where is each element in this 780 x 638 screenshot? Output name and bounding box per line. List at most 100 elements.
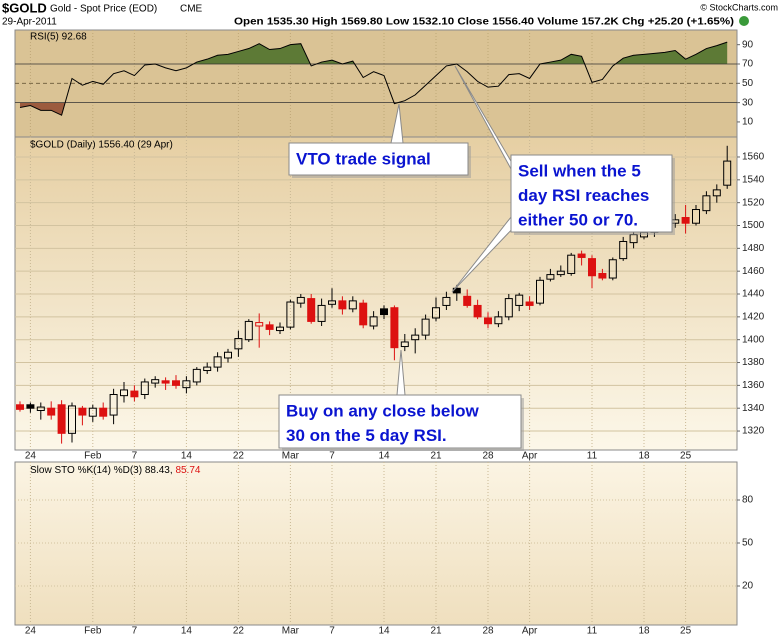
candle-body — [536, 279, 544, 304]
x-tick-label: 24 — [25, 451, 37, 462]
y-tick-label: 1460 — [742, 266, 765, 277]
candle-body — [16, 404, 24, 410]
instrument-name: Gold - Spot Price (EOD) — [50, 4, 157, 15]
sto-title: Slow STO %K(14) %D(3) 88.43, 85.74 — [30, 465, 201, 476]
x-tick-label: 25 — [680, 451, 692, 462]
candle-body — [369, 316, 378, 327]
y-tick-label: 80 — [742, 495, 754, 506]
callout-text: either 50 or 70. — [518, 210, 638, 229]
candle-body — [68, 405, 76, 434]
y-tick-label: 1360 — [742, 380, 765, 391]
candle-body — [692, 209, 700, 224]
price-title: $GOLD (Daily) 1556.40 (29 Apr) — [30, 140, 173, 151]
candle-body — [338, 300, 347, 310]
candle-body — [432, 307, 440, 319]
candle-body — [328, 300, 336, 305]
callout-text: Buy on any close below — [286, 401, 479, 420]
y-tick-label: 70 — [742, 59, 754, 70]
candle-body — [359, 302, 368, 326]
x-tick-label: 7 — [329, 451, 335, 462]
candle-body — [224, 351, 232, 359]
candle-body — [161, 380, 170, 384]
candle-body — [463, 295, 472, 306]
y-tick-label: 50 — [742, 538, 754, 549]
rsi-line — [19, 41, 728, 116]
candle-body — [546, 274, 555, 280]
candle-body — [265, 324, 274, 330]
candle-body — [307, 298, 316, 322]
y-tick-label: 50 — [742, 78, 754, 89]
x-tick-label: 7 — [329, 626, 335, 637]
candle-body — [723, 160, 732, 186]
y-tick-label: 1560 — [742, 152, 765, 163]
sto-d-label: 85.74 — [175, 465, 200, 476]
candle-body — [182, 380, 191, 389]
candle-body — [712, 189, 721, 197]
candle-body — [702, 195, 711, 212]
y-tick-label: 1400 — [742, 334, 765, 345]
y-tick-label: 30 — [742, 97, 754, 108]
candle-body — [120, 389, 128, 397]
candle-body — [390, 307, 399, 349]
callout-box — [278, 394, 522, 449]
callout-box — [510, 154, 673, 233]
x-tick-label: 7 — [132, 626, 138, 637]
y-tick-label: 1440 — [742, 289, 765, 300]
y-tick-label: 1340 — [742, 403, 765, 414]
candle-body — [203, 366, 212, 372]
x-tick-label: 7 — [132, 451, 138, 462]
candle-body — [608, 259, 617, 279]
quote: Open 1535.30 High 1569.80 Low 1532.10 Cl… — [234, 17, 734, 28]
candle-body — [567, 254, 576, 274]
exchange: CME — [180, 4, 203, 15]
x-tick-label: 14 — [181, 626, 193, 637]
candle-body — [484, 317, 492, 325]
y-tick-label: 1520 — [742, 197, 765, 208]
candle-body — [192, 368, 201, 383]
candle-body — [588, 258, 596, 277]
x-tick-label: Mar — [282, 626, 300, 637]
candle-body — [57, 404, 66, 434]
candle-body — [151, 379, 160, 384]
candle-body — [556, 270, 565, 276]
candle-body — [494, 316, 503, 325]
credit: © StockCharts.com — [700, 2, 778, 12]
y-tick-label: 20 — [742, 581, 754, 592]
candle-body — [255, 322, 264, 327]
x-tick-label: 11 — [587, 626, 598, 637]
up-icon — [739, 16, 749, 26]
y-tick-label: 90 — [742, 39, 754, 50]
candle-body — [140, 381, 149, 396]
callout-text: Sell when the 5 — [518, 161, 641, 180]
candle-body — [400, 341, 409, 348]
candle-body — [99, 407, 108, 417]
candle-body — [276, 326, 284, 332]
candle-body — [234, 338, 243, 350]
x-tick-label: 21 — [430, 626, 442, 637]
y-tick-label: 1480 — [742, 243, 765, 254]
x-tick-label: Mar — [282, 451, 300, 462]
overbought-fill — [20, 42, 728, 64]
x-tick-label: 28 — [482, 451, 494, 462]
candle-body — [442, 296, 451, 306]
candle-body — [681, 217, 690, 224]
y-tick-label: 1500 — [742, 220, 765, 231]
sto-panel — [14, 461, 738, 626]
x-tick-label: 14 — [378, 626, 390, 637]
sto-k-label: Slow STO %K(14) %D(3) 88.43, — [30, 465, 173, 476]
x-tick-label: 18 — [638, 626, 650, 637]
candle-body — [619, 240, 628, 260]
candle-body — [380, 308, 388, 316]
candle-body — [317, 304, 326, 322]
plot-layer: 24 24 Feb Feb 7 7 14 14 22 22 Mar Mar 7 7 14 14 21 21 28 28… — [15, 30, 765, 637]
x-tick-label: 28 — [482, 626, 494, 637]
date: 29-Apr-2011 — [2, 17, 57, 28]
candle-body — [130, 390, 139, 398]
candle-body — [411, 334, 420, 341]
x-tick-label: 11 — [587, 451, 598, 462]
x-tick-label: 24 — [25, 626, 37, 637]
callout-box — [288, 142, 469, 176]
candle-body — [36, 406, 45, 411]
candle-body — [244, 320, 253, 341]
x-tick-label: 21 — [430, 451, 442, 462]
